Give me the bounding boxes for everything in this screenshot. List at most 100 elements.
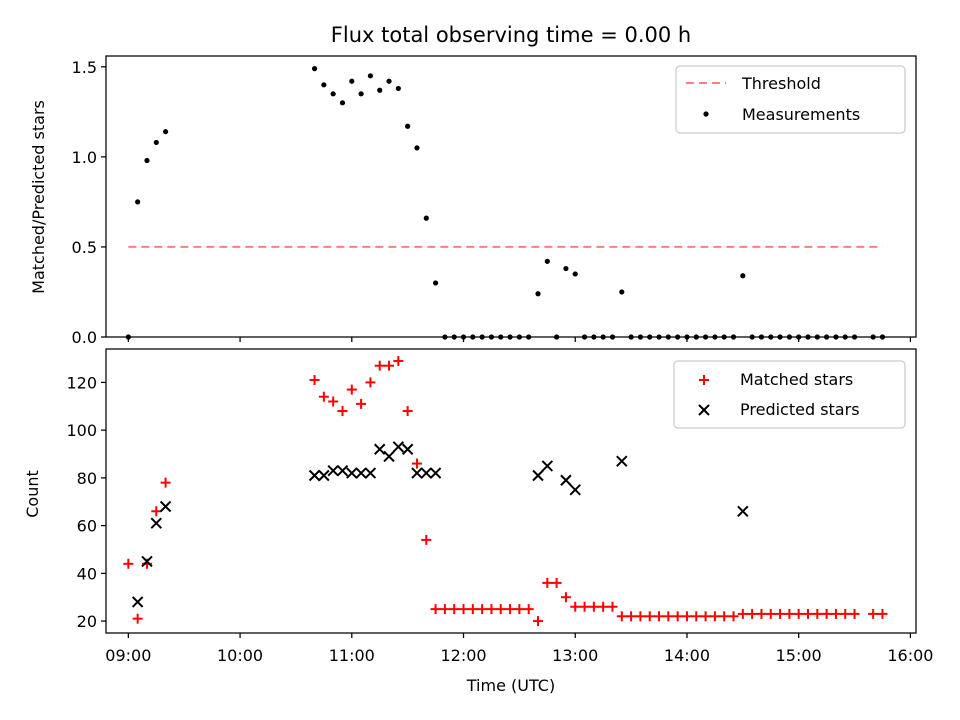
legend-threshold-label: Threshold: [741, 74, 821, 93]
matched-star-point: [384, 360, 395, 371]
predicted-star-point: [308, 469, 321, 482]
bottom-xlabel: Time (UTC): [466, 676, 555, 695]
matched-star-point: [579, 601, 590, 612]
matched-star-point: [542, 577, 553, 588]
matched-star-point: [588, 601, 599, 612]
matched-star-point: [514, 604, 525, 615]
legend-plus-marker: [699, 375, 709, 385]
top-legend-box: [675, 65, 906, 134]
measurement-point: [311, 66, 318, 72]
measurement-point: [358, 91, 364, 97]
top-legend: Threshold Measurements: [675, 65, 906, 134]
predicted-star-point: [411, 467, 423, 479]
bottom-ytick-label: 100: [66, 421, 97, 440]
matched-star-point: [449, 604, 460, 615]
matched-star-point: [775, 608, 786, 619]
predicted-star-point: [131, 596, 144, 608]
measurement-point: [740, 273, 746, 279]
top-axes-frame: [105, 55, 917, 338]
matched-star-point: [346, 384, 357, 395]
bottom-legend-box: [673, 360, 906, 429]
matched-star-point: [616, 611, 627, 622]
matched-star-point: [877, 608, 888, 619]
predicted-star-point: [141, 555, 153, 568]
top-ylabel: Matched/Predicted stars: [29, 100, 48, 294]
measurement-point: [432, 280, 439, 286]
matched-star-point: [700, 611, 711, 622]
measurement-point: [321, 82, 327, 88]
bottom-xtick-label: 15:00: [776, 646, 822, 665]
matched-star-point: [635, 611, 646, 622]
matched-star-point: [132, 613, 143, 624]
matched-star-point: [374, 360, 385, 371]
bottom-xtick-label: 14:00: [664, 646, 710, 665]
bottom-xtick-label: 09:00: [105, 646, 151, 665]
measurement-point: [386, 78, 392, 84]
predicted-star-point: [346, 467, 358, 479]
legend-measurements-swatch: [703, 111, 709, 117]
predicted-star-point: [737, 505, 749, 517]
legend-predicted-swatch: [698, 404, 710, 416]
measurement-point: [153, 139, 159, 146]
matched-star-point: [709, 611, 720, 622]
matched-star-point: [439, 604, 450, 615]
matched-star-point: [421, 534, 432, 545]
predicted-star-point: [364, 467, 377, 479]
measurement-point: [135, 199, 141, 205]
matched-star-point: [402, 406, 413, 417]
legend-matched-label: Matched stars: [740, 370, 853, 389]
matched-star-point: [803, 608, 813, 619]
predicted-star-point: [532, 469, 544, 482]
matched-star-point: [830, 608, 841, 619]
measurement-point: [572, 271, 578, 277]
bottom-ytick-label: 120: [66, 373, 97, 392]
top-ytick-label: 0.5: [72, 238, 97, 257]
measurement-point: [367, 73, 374, 79]
predicted-star-point: [159, 500, 172, 513]
bottom-axes-ticks: 20 40 60 80 100 120 09:00 10:00 11:00 12:00 13:00 1…: [66, 373, 933, 665]
matched-star-point: [747, 608, 758, 619]
matched-star-point: [393, 355, 404, 366]
legend-predicted-label: Predicted stars: [740, 400, 860, 419]
matched-star-point: [430, 604, 441, 615]
matched-star-point: [523, 604, 534, 615]
matched-star-point: [598, 601, 609, 612]
matched-star-point: [318, 391, 329, 402]
matched-star-point: [821, 608, 832, 619]
bottom-ytick-label: 40: [77, 564, 97, 583]
predicted-star-point: [327, 465, 339, 477]
matched-star-point: [123, 558, 134, 569]
measurement-point: [377, 87, 383, 93]
matched-star-point: [663, 611, 674, 622]
predicted-star-point: [150, 517, 162, 529]
matched-star-point: [486, 604, 497, 615]
matched-star-point: [337, 406, 348, 417]
matched-star-point: [672, 611, 683, 622]
matched-star-point: [868, 608, 879, 619]
measurement-point: [535, 291, 541, 297]
matched-star-point: [607, 601, 618, 612]
measurement-point: [349, 78, 355, 84]
measurement-point: [144, 157, 150, 164]
matched-star-point: [560, 592, 571, 603]
matched-star-point: [495, 604, 506, 615]
predicted-star-point: [392, 441, 405, 453]
matched-star-point: [160, 477, 171, 488]
measurement-point: [330, 91, 336, 97]
measurement-point: [162, 129, 169, 135]
matched-star-point: [849, 608, 860, 619]
counts-points: [123, 355, 888, 627]
predicted-star-point: [336, 465, 349, 477]
bottom-ytick-label: 60: [77, 517, 97, 536]
matched-star-point: [411, 458, 422, 469]
matched-star-point: [691, 611, 702, 622]
bottom-xtick-label: 11:00: [329, 646, 375, 665]
bottom-ytick-label: 80: [77, 469, 97, 488]
top-axes-ticks: 0.0 0.5 1.0 1.5: [72, 58, 912, 347]
top-ytick-label: 1.0: [72, 148, 97, 167]
matched-star-point: [784, 608, 795, 619]
matched-star-point: [756, 608, 767, 619]
matched-star-point: [812, 608, 823, 619]
predicted-star-point: [355, 467, 367, 479]
predicted-star-point: [429, 467, 442, 479]
